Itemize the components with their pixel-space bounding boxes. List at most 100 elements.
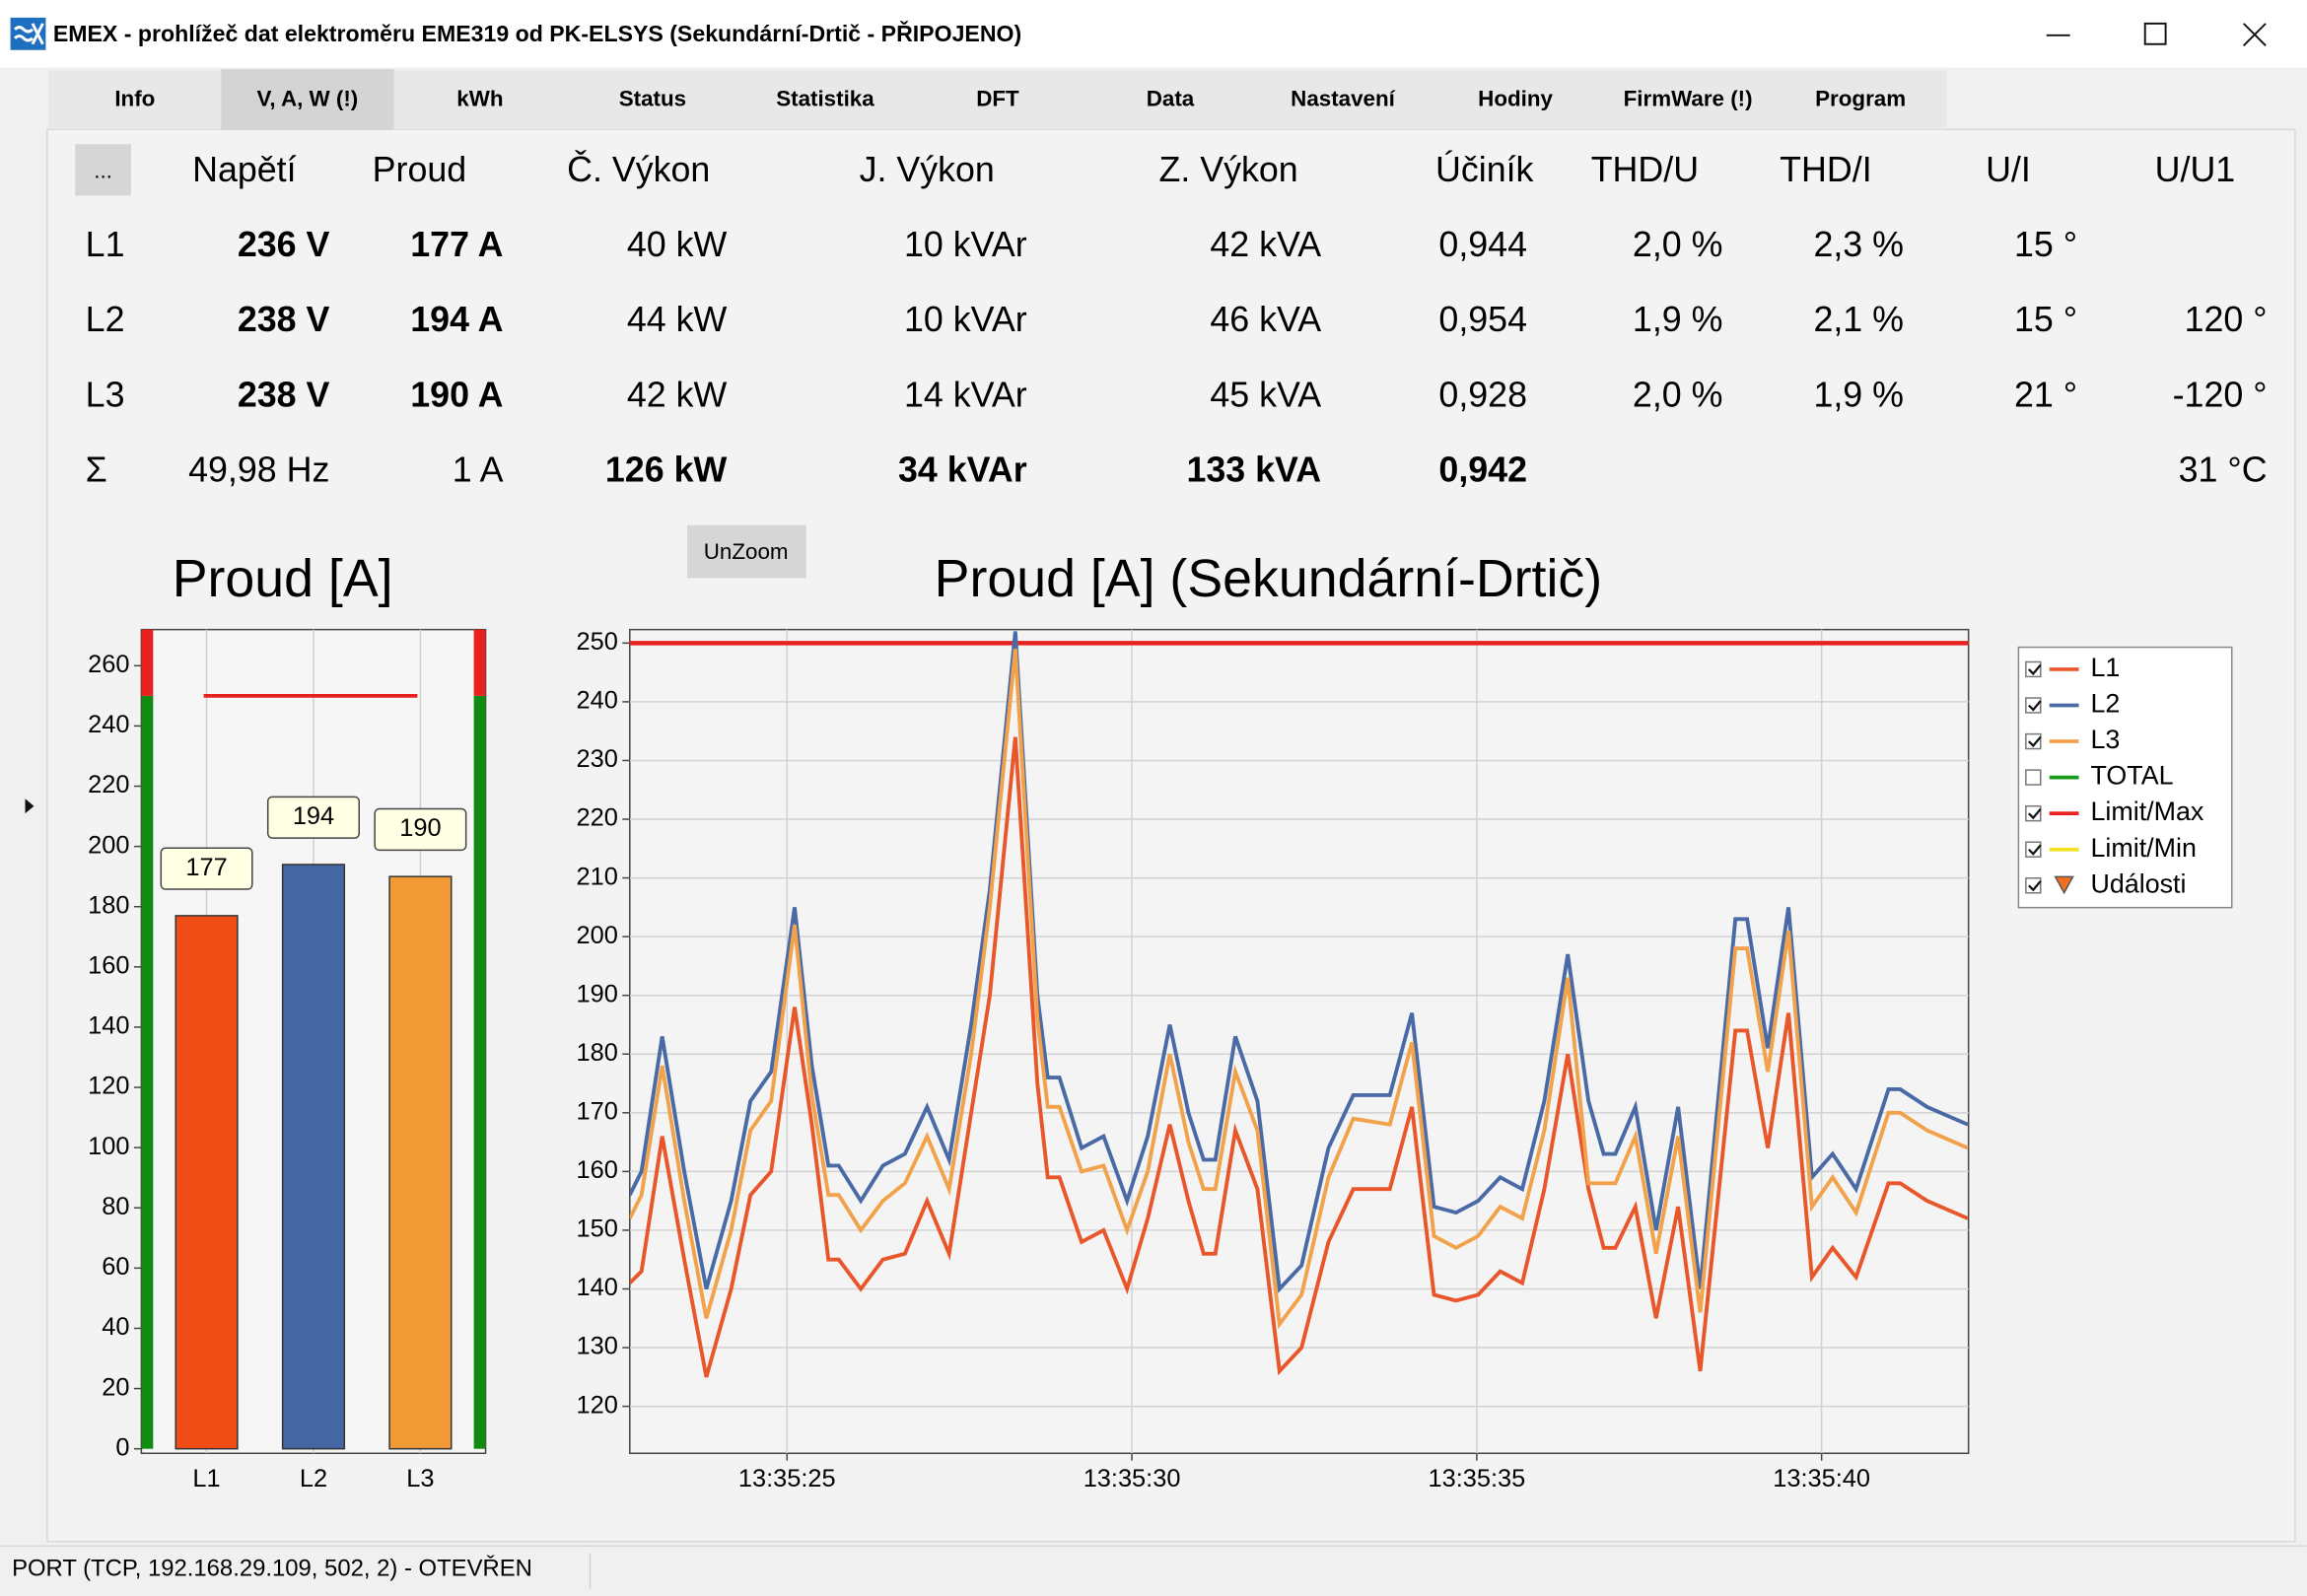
legend-label: TOTAL	[2091, 761, 2174, 791]
legend-check[interactable]	[2028, 663, 2042, 676]
x-tick-label: L3	[406, 1465, 434, 1492]
bar	[175, 915, 239, 1450]
y-tick-label: 240	[88, 711, 129, 738]
table-cell: 126 kW	[605, 450, 728, 489]
tab-selected[interactable]	[221, 69, 394, 130]
status-text: PORT (TCP, 192.168.29.109, 502, 2) - OTE…	[12, 1555, 532, 1581]
column-header: Č. Výkon	[567, 150, 710, 189]
app-icon	[10, 17, 46, 50]
table-cell: 0,954	[1438, 300, 1527, 339]
legend-label: L3	[2091, 725, 2121, 754]
tab[interactable]: V, A, W (!)	[256, 86, 358, 110]
table-cell: 2,1 %	[1813, 300, 1904, 339]
legend-checkbox[interactable]	[2025, 769, 2042, 786]
table-cell: 21 °	[2014, 375, 2077, 414]
legend-label: Události	[2091, 868, 2187, 898]
x-tick-label: L2	[300, 1465, 327, 1492]
table-cell: 1,9 %	[1633, 300, 1723, 339]
y-tick-label: 20	[102, 1373, 129, 1401]
y-tick-label: 130	[577, 1333, 618, 1360]
legend-checkbox[interactable]	[2025, 877, 2042, 894]
y-tick-label: 220	[88, 771, 129, 798]
legend-checkbox[interactable]	[2025, 697, 2042, 714]
legend-checkbox[interactable]	[2025, 660, 2042, 678]
tab[interactable]: Program	[1815, 86, 1906, 110]
y-tick-label: 230	[577, 745, 618, 773]
y-tick-label: 240	[577, 687, 618, 715]
table-cell: -120 °	[2173, 375, 2268, 414]
value-label-box	[266, 796, 360, 839]
chart-title: Proud [A]	[173, 549, 393, 608]
column-header: J. Výkon	[860, 150, 995, 189]
table-cell: 120 °	[2185, 300, 2268, 339]
table-cell: 44 kW	[627, 300, 728, 339]
table-cell: 15 °	[2014, 225, 2077, 264]
side-arrow[interactable]	[25, 798, 35, 814]
legend-label: L2	[2091, 689, 2121, 719]
table-cell: 15 °	[2014, 300, 2077, 339]
legend-check[interactable]	[2028, 735, 2042, 748]
tab[interactable]: Nastavení	[1291, 86, 1395, 110]
tab[interactable]: Info	[114, 86, 155, 110]
unzoom-button[interactable]	[686, 524, 806, 579]
y-tick-label: 250	[577, 628, 618, 656]
column-header: U/U1	[2155, 150, 2236, 189]
legend-checkbox[interactable]	[2025, 804, 2042, 822]
table-cell: 0,942	[1438, 450, 1527, 489]
tab[interactable]: DFT	[976, 86, 1019, 110]
table-cell: 31 °C	[2179, 450, 2268, 489]
value-label: 190	[399, 814, 441, 842]
x-tick-label: 13:35:30	[1084, 1465, 1181, 1492]
menu-button[interactable]	[75, 144, 131, 196]
legend-check[interactable]	[2028, 844, 2042, 856]
legend-checkbox[interactable]	[2025, 841, 2042, 858]
tab[interactable]: kWh	[456, 86, 503, 110]
value-label-box	[374, 807, 467, 852]
legend-check[interactable]	[2028, 807, 2042, 820]
column-header: Napětí	[192, 150, 297, 189]
table-cell: 34 kVAr	[898, 450, 1027, 489]
legend-label: L1	[2091, 653, 2121, 682]
row-label: L2	[86, 300, 125, 339]
column-header: U/I	[1986, 150, 2031, 189]
series-line	[629, 649, 1969, 1330]
value-label: 194	[293, 802, 334, 830]
y-tick-label: 40	[102, 1313, 129, 1341]
y-tick-label: 260	[88, 651, 129, 678]
column-header: Proud	[373, 150, 467, 189]
column-header: THD/I	[1780, 150, 1871, 189]
menu-button-label[interactable]: ...	[94, 158, 112, 182]
tab[interactable]: Statistika	[776, 86, 874, 110]
y-tick-label: 200	[577, 922, 618, 949]
table-cell: 1 A	[453, 450, 504, 489]
legend-check[interactable]	[2028, 880, 2042, 892]
table-cell: 133 kVA	[1186, 450, 1321, 489]
y-tick-label: 60	[102, 1253, 129, 1281]
row-label: L1	[86, 225, 125, 264]
tab[interactable]: Status	[619, 86, 686, 110]
x-tick-label: 13:35:40	[1773, 1465, 1870, 1492]
close-button[interactable]	[2243, 23, 2267, 46]
table-cell: 0,944	[1438, 225, 1527, 264]
chart-title: Proud [A] (Sekundární-Drtič)	[935, 549, 1603, 608]
y-tick-label: 120	[88, 1073, 129, 1100]
title-bar	[0, 0, 2307, 68]
table-cell: 0,928	[1438, 375, 1527, 414]
y-tick-label: 200	[88, 831, 129, 859]
y-tick-label: 0	[115, 1433, 129, 1461]
tab[interactable]: Data	[1147, 86, 1195, 110]
legend-check[interactable]	[2028, 700, 2042, 712]
window-title: EMEX - prohlížeč dat elektroměru EME319 …	[53, 20, 1021, 46]
legend-checkbox[interactable]	[2025, 732, 2042, 750]
tab[interactable]: FirmWare (!)	[1624, 86, 1753, 110]
unzoom-label[interactable]: UnZoom	[704, 539, 789, 564]
y-tick-label: 140	[577, 1274, 618, 1301]
table-cell: 2,3 %	[1813, 225, 1904, 264]
y-tick-label: 190	[577, 980, 618, 1007]
table-cell: 238 V	[238, 300, 330, 339]
series-line	[629, 631, 1969, 1293]
table-cell: 46 kVA	[1210, 300, 1321, 339]
tab[interactable]: Hodiny	[1478, 86, 1553, 110]
y-tick-label: 140	[88, 1012, 129, 1040]
maximize-button[interactable]	[2143, 22, 2167, 45]
